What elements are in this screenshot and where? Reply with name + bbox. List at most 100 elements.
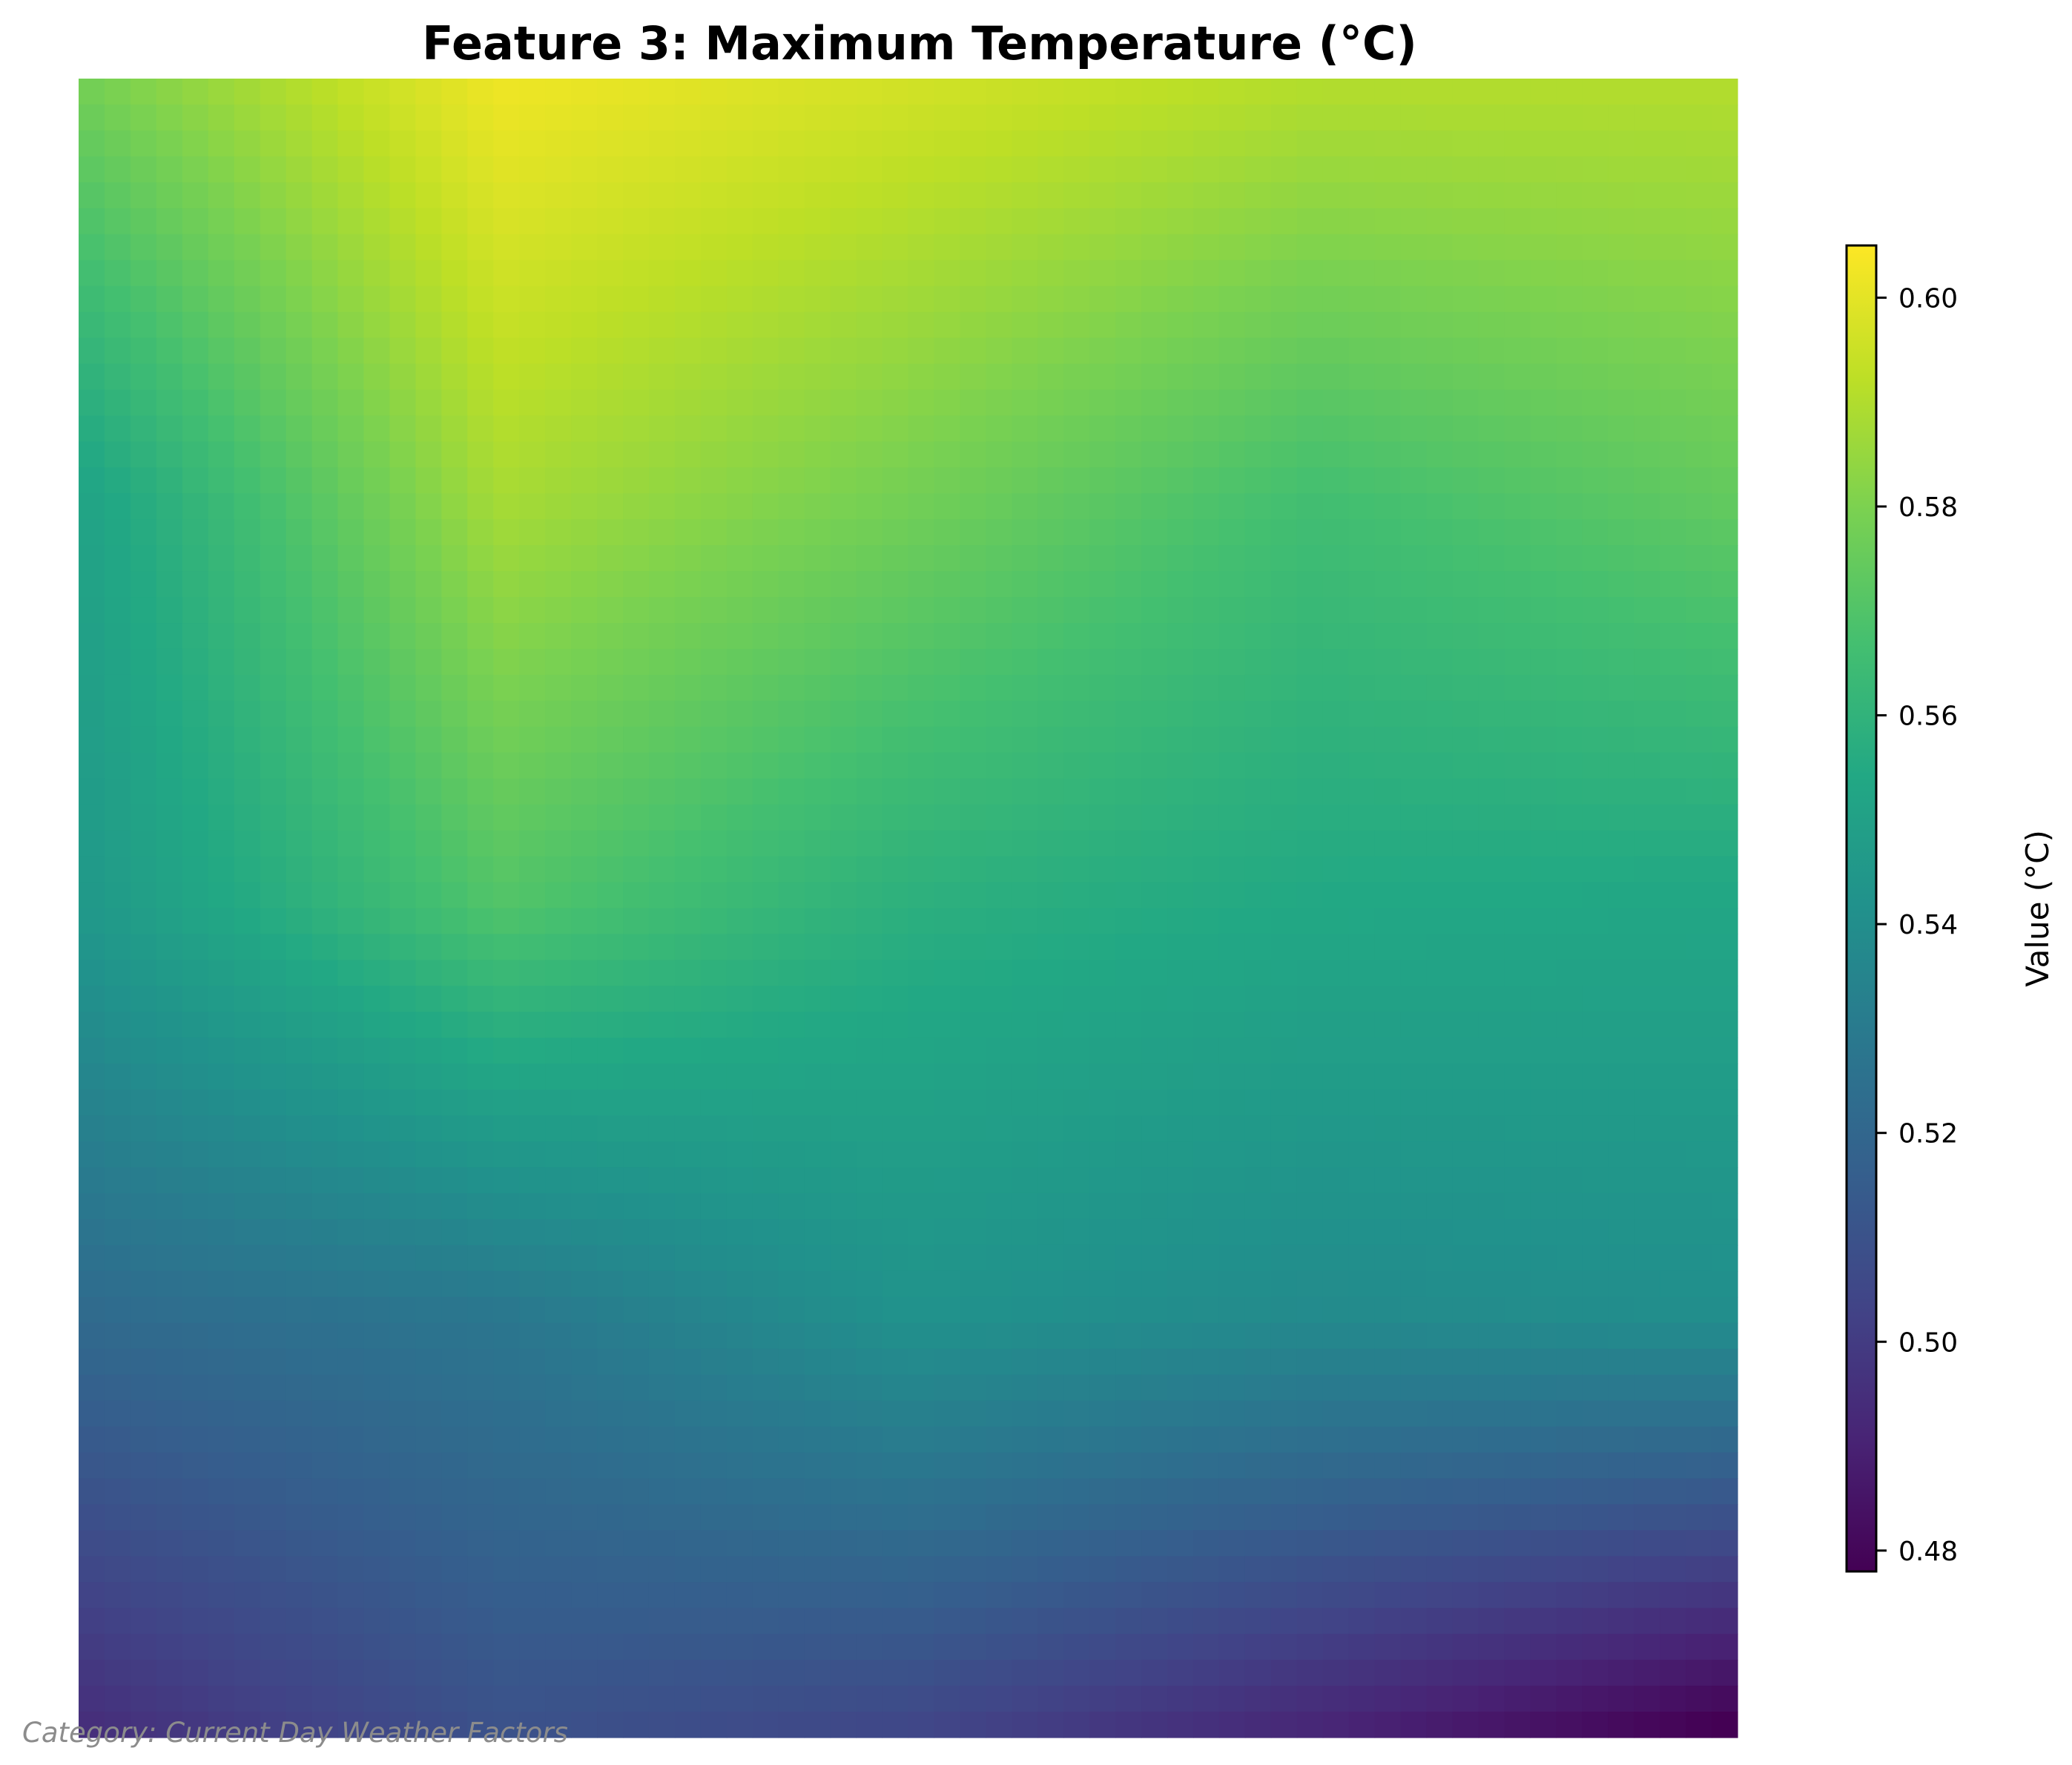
heatmap-cell (752, 415, 779, 442)
heatmap-cell (597, 882, 624, 909)
heatmap-cell (337, 1660, 365, 1686)
heatmap-cell (1608, 1348, 1634, 1376)
heatmap-cell (597, 1037, 624, 1064)
heatmap-cell (208, 1608, 235, 1634)
heatmap-cell (674, 1322, 702, 1350)
heatmap-cell (1037, 389, 1064, 416)
heatmap-cell (1712, 1374, 1738, 1402)
heatmap-cell (1037, 726, 1064, 753)
heatmap-cell (1322, 778, 1350, 805)
heatmap-cell (1063, 311, 1090, 339)
heatmap-cell (130, 623, 157, 650)
heatmap-cell (337, 363, 365, 391)
heatmap-cell (234, 545, 261, 572)
heatmap-cell (208, 1012, 235, 1038)
heatmap-cell (623, 493, 650, 520)
heatmap-cell (1374, 804, 1402, 831)
heatmap-cell (674, 623, 702, 650)
heatmap-cell (1504, 1167, 1531, 1194)
heatmap-cell (1452, 337, 1479, 365)
heatmap-cell (1218, 182, 1246, 209)
heatmap-cell (519, 156, 546, 183)
heatmap-cell (1374, 856, 1402, 883)
heatmap-cell (934, 286, 960, 313)
heatmap-cell (208, 674, 235, 702)
heatmap-cell (1296, 674, 1324, 702)
heatmap-cell (1452, 623, 1479, 650)
heatmap-cell (234, 934, 261, 960)
heatmap-cell (1686, 1012, 1712, 1038)
heatmap-cell (1712, 1608, 1738, 1634)
heatmap-cell (182, 1115, 209, 1142)
heatmap-cell (1322, 1218, 1350, 1246)
heatmap-cell (208, 234, 235, 261)
heatmap-cell (182, 260, 209, 287)
heatmap-cell (234, 234, 261, 261)
heatmap-cell (1634, 1504, 1660, 1531)
heatmap-cell (441, 674, 468, 702)
heatmap-cell (752, 286, 779, 313)
heatmap-cell (752, 363, 779, 391)
heatmap-cell (182, 804, 209, 831)
heatmap-cell (156, 415, 183, 442)
heatmap-cell (1063, 1608, 1090, 1634)
heatmap-cell (908, 986, 935, 1012)
heatmap-cell (260, 830, 287, 857)
heatmap-cell (700, 1348, 727, 1376)
heatmap-cell (260, 986, 287, 1012)
heatmap-cell (1530, 493, 1557, 520)
heatmap-cell (597, 986, 624, 1012)
heatmap-cell (1686, 648, 1712, 676)
heatmap-cell (856, 1582, 883, 1609)
heatmap-cell (1426, 700, 1454, 728)
heatmap-cell (1244, 597, 1272, 624)
heatmap-cell (1167, 778, 1194, 805)
heatmap-cell (986, 545, 1012, 572)
heatmap-cell (1582, 1089, 1609, 1116)
heatmap-cell (1115, 1348, 1142, 1376)
heatmap-cell (493, 778, 520, 805)
heatmap-cell (674, 1192, 702, 1220)
heatmap-cell (1348, 700, 1376, 728)
heatmap-cell (830, 1348, 857, 1376)
heatmap-cell (1192, 1452, 1220, 1479)
heatmap-cell (1089, 1660, 1116, 1686)
heatmap-cell (79, 104, 105, 131)
heatmap-cell (648, 830, 676, 857)
heatmap-cell (208, 1686, 235, 1712)
heatmap-cell (1089, 1322, 1116, 1350)
heatmap-cell (960, 1686, 986, 1712)
heatmap-cell (1167, 545, 1194, 572)
heatmap-cell (1634, 986, 1660, 1012)
heatmap-cell (1037, 182, 1064, 209)
heatmap-cell (726, 1374, 753, 1402)
heatmap-cell (208, 830, 235, 857)
heatmap-cell (597, 260, 624, 287)
heatmap-cell (1504, 389, 1531, 416)
heatmap-cell (882, 311, 909, 339)
heatmap-cell (104, 856, 131, 883)
heatmap-cell (493, 1556, 520, 1583)
heatmap-cell (856, 1712, 883, 1738)
heatmap-cell (1167, 934, 1194, 960)
heatmap-cell (804, 986, 831, 1012)
heatmap-cell (1037, 908, 1064, 935)
heatmap-cell (1244, 1556, 1272, 1583)
heatmap-cell (363, 1556, 391, 1583)
heatmap-cell (1374, 1012, 1402, 1038)
heatmap-cell (1426, 778, 1454, 805)
heatmap-cell (1660, 519, 1686, 546)
heatmap-cell (752, 493, 779, 520)
heatmap-cell (1504, 493, 1531, 520)
heatmap-cell (700, 934, 727, 960)
heatmap-cell (1504, 700, 1531, 728)
heatmap-cell (934, 830, 960, 857)
heatmap-cell (1400, 1012, 1428, 1038)
heatmap-cell (1141, 1063, 1168, 1090)
heatmap-cell (286, 337, 313, 365)
heatmap-cell (389, 700, 416, 728)
heatmap-cell (1270, 389, 1298, 416)
heatmap-cell (700, 1012, 727, 1038)
heatmap-cell (311, 467, 339, 494)
heatmap-cell (441, 1348, 468, 1376)
